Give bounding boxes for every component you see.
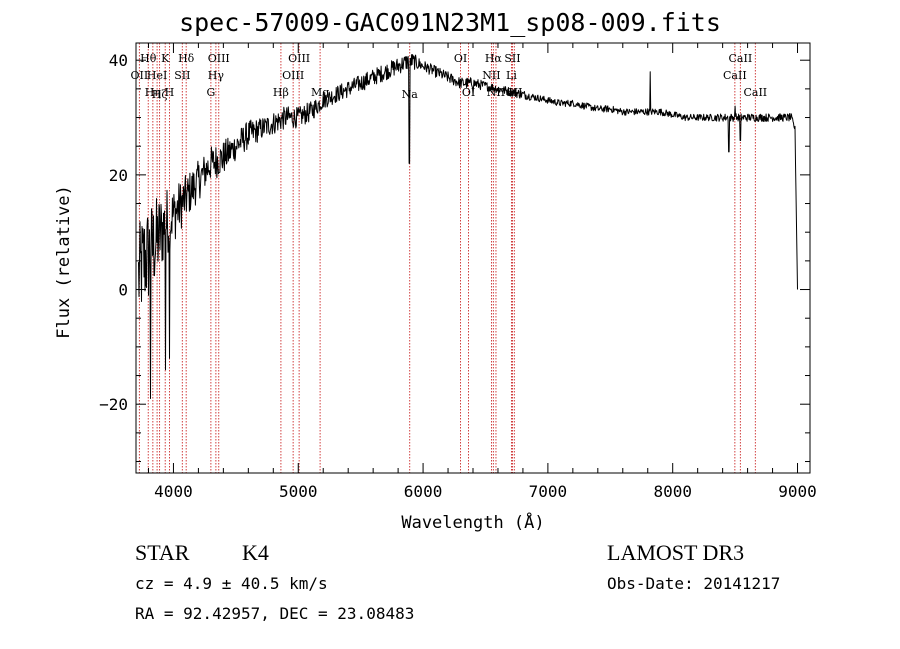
emission-line-markers: [138, 43, 756, 473]
line-label: G: [206, 86, 215, 99]
line-label: CaII: [723, 69, 747, 82]
line-label: Hζ: [152, 88, 168, 101]
x-tick-label: 4000: [154, 482, 193, 501]
line-label: OIII: [282, 69, 304, 82]
observation-date: Obs-Date: 20141217: [607, 574, 781, 593]
line-label: Hδ: [178, 52, 195, 65]
redshift-readout: cz = 4.9 ± 40.5 km/s: [135, 574, 328, 593]
line-label: OI: [454, 52, 467, 65]
line-label: SII: [504, 52, 520, 65]
line-label: Hβ: [273, 86, 289, 99]
survey-name: LAMOST DR3: [607, 540, 745, 565]
line-label: K: [161, 52, 170, 65]
line-label: CaII: [729, 52, 753, 65]
x-tick-label: 9000: [778, 482, 817, 501]
line-label: OIII: [288, 52, 310, 65]
line-label: Li: [506, 69, 517, 82]
line-label: CaII: [743, 86, 767, 99]
x-tick-label: 8000: [653, 482, 692, 501]
line-label: OII: [131, 69, 149, 82]
line-label: SII: [174, 69, 190, 82]
object-subclass: K4: [242, 540, 269, 565]
line-label: H: [165, 86, 175, 99]
x-axis-label: Wavelength (Å): [401, 511, 544, 533]
line-label: Hγ: [208, 69, 225, 82]
plot-frame: [135, 42, 811, 474]
y-tick-label: 0: [118, 281, 128, 300]
axis-tick-labels: 4000 5000 6000 7000 8000 9000 −20 0 20 40: [99, 51, 817, 501]
line-label: Hη: [145, 86, 161, 99]
line-label: Hα: [485, 52, 503, 65]
x-tick-label: 5000: [279, 482, 318, 501]
axis-ticks: [136, 43, 810, 473]
object-type: STAR: [135, 540, 190, 565]
line-label: NII: [482, 69, 500, 82]
axes: [135, 42, 811, 474]
line-label: OI: [462, 86, 475, 99]
line-label: OIII: [208, 52, 230, 65]
coordinates-readout: RA = 92.42957, DEC = 23.08483: [135, 604, 415, 623]
line-label: HeI: [147, 69, 167, 82]
y-axis-label: Flux (relative): [54, 185, 74, 339]
x-tick-label: 6000: [404, 482, 443, 501]
line-label: Hθ: [140, 52, 157, 65]
y-tick-label: 20: [109, 166, 128, 185]
y-tick-label: 40: [109, 51, 128, 70]
chart-title: spec-57009-GAC091N23M1_sp08-009.fits: [179, 8, 721, 37]
y-tick-label: −20: [99, 395, 128, 414]
x-tick-label: 7000: [529, 482, 568, 501]
spectrum-line: [138, 54, 798, 399]
